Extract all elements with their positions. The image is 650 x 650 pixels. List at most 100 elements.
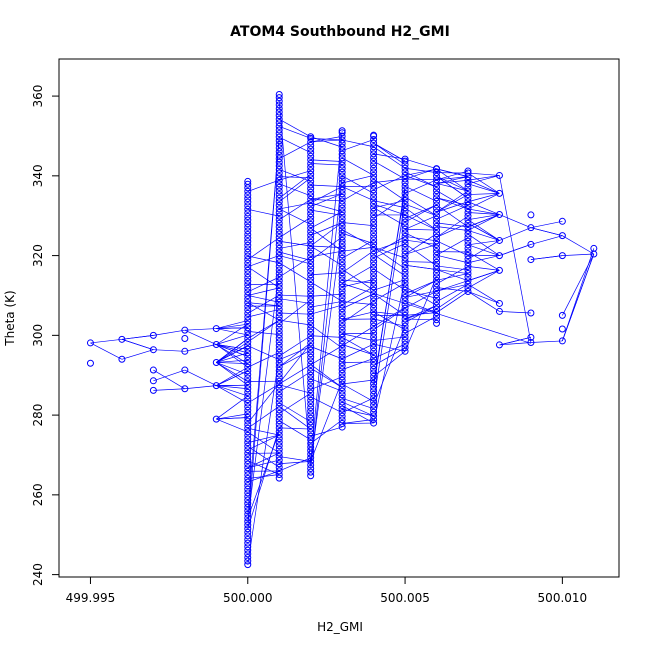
data-point bbox=[307, 407, 315, 415]
data-point bbox=[307, 335, 315, 343]
series-segment bbox=[247, 255, 280, 264]
data-point bbox=[464, 191, 472, 199]
data-point bbox=[307, 314, 315, 322]
data-point bbox=[590, 244, 598, 252]
data-point bbox=[275, 244, 283, 252]
x-tick-label: 500.000 bbox=[223, 591, 273, 605]
data-point bbox=[181, 366, 189, 374]
series-segment bbox=[216, 385, 248, 390]
series-segment bbox=[373, 246, 406, 259]
data-point bbox=[370, 376, 378, 384]
data-point bbox=[275, 298, 283, 306]
series-segment bbox=[373, 268, 406, 291]
data-point bbox=[275, 277, 283, 285]
data-point bbox=[244, 446, 252, 454]
data-point bbox=[307, 360, 315, 368]
data-point bbox=[307, 389, 315, 397]
data-point bbox=[433, 258, 441, 266]
series-segment bbox=[310, 378, 343, 392]
data-point bbox=[275, 287, 283, 295]
series-segment bbox=[436, 175, 469, 192]
data-point bbox=[275, 144, 283, 152]
data-point bbox=[338, 301, 346, 309]
data-point bbox=[149, 331, 157, 339]
data-point bbox=[370, 265, 378, 273]
data-point bbox=[370, 408, 378, 416]
series-segment bbox=[216, 362, 248, 365]
data-point bbox=[370, 347, 378, 355]
data-point bbox=[527, 211, 535, 219]
series-segment bbox=[279, 256, 311, 278]
data-point bbox=[307, 138, 315, 146]
series-segment bbox=[436, 266, 469, 285]
data-point bbox=[338, 380, 346, 388]
series-segment bbox=[404, 179, 437, 194]
series-segment bbox=[247, 352, 280, 368]
data-point bbox=[401, 222, 409, 230]
series-segment bbox=[467, 240, 500, 260]
data-point bbox=[433, 269, 441, 277]
data-point bbox=[338, 183, 346, 191]
data-point bbox=[244, 510, 252, 518]
data-point bbox=[370, 186, 378, 194]
data-point bbox=[433, 233, 441, 241]
data-point bbox=[338, 280, 346, 288]
series-segment bbox=[436, 287, 469, 310]
series-segment bbox=[341, 293, 374, 309]
data-point bbox=[464, 198, 472, 206]
data-point bbox=[370, 415, 378, 423]
data-point bbox=[275, 173, 283, 181]
data-point bbox=[181, 347, 189, 355]
series-segment bbox=[279, 136, 311, 154]
data-point bbox=[244, 352, 252, 360]
data-point bbox=[338, 369, 346, 377]
data-point bbox=[401, 164, 409, 172]
series-segment bbox=[279, 312, 311, 315]
data-point bbox=[464, 266, 472, 274]
data-point bbox=[275, 309, 283, 317]
series-segment bbox=[436, 222, 469, 238]
data-point bbox=[275, 305, 283, 313]
series-points bbox=[86, 90, 598, 569]
y-tick-label: 260 bbox=[31, 483, 45, 506]
data-point bbox=[181, 326, 189, 334]
data-point bbox=[244, 507, 252, 515]
data-point bbox=[370, 380, 378, 388]
data-point bbox=[370, 383, 378, 391]
data-point bbox=[401, 272, 409, 280]
series-segment bbox=[436, 283, 469, 303]
data-point bbox=[370, 225, 378, 233]
data-point bbox=[244, 496, 252, 504]
series-segment bbox=[310, 163, 343, 166]
series-segment bbox=[279, 402, 311, 423]
series-segment bbox=[404, 243, 437, 267]
series-segment bbox=[405, 239, 437, 245]
data-point bbox=[433, 179, 441, 187]
data-point bbox=[307, 350, 315, 358]
series-segment bbox=[342, 398, 374, 410]
series-segment bbox=[499, 336, 531, 346]
series-segment bbox=[467, 219, 500, 241]
data-point bbox=[370, 189, 378, 197]
data-point bbox=[338, 348, 346, 356]
data-point bbox=[275, 94, 283, 102]
data-point bbox=[307, 332, 315, 340]
data-point bbox=[370, 240, 378, 248]
data-point bbox=[307, 188, 315, 196]
data-point bbox=[370, 222, 378, 230]
series-segment bbox=[216, 323, 248, 329]
data-point bbox=[244, 396, 252, 404]
data-point bbox=[433, 312, 441, 320]
data-point bbox=[338, 208, 346, 216]
data-point bbox=[275, 302, 283, 310]
data-point bbox=[275, 406, 283, 414]
data-point bbox=[338, 312, 346, 320]
data-point bbox=[244, 378, 252, 386]
data-point bbox=[370, 175, 378, 183]
data-point bbox=[244, 561, 252, 569]
data-point bbox=[275, 101, 283, 109]
data-point bbox=[401, 189, 409, 197]
data-point bbox=[307, 353, 315, 361]
data-point bbox=[338, 315, 346, 323]
series-segment bbox=[341, 300, 374, 324]
